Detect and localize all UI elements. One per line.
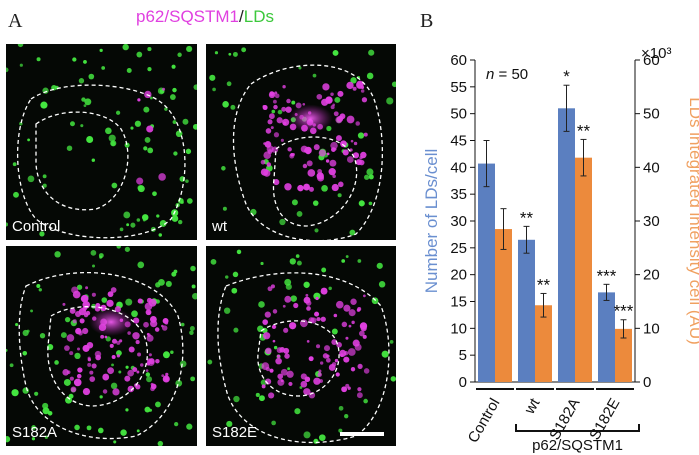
significance-stars: **	[577, 121, 591, 140]
bar-control-intensity	[495, 229, 512, 382]
micrograph-label: wt	[211, 218, 228, 235]
significance-stars: ***	[614, 302, 634, 321]
left-tick-label: 50	[450, 106, 467, 123]
right-tick-label: 40	[643, 159, 660, 176]
bar-wt-intensity	[535, 305, 552, 382]
nucleus-outline	[47, 306, 148, 407]
cell-outlines	[232, 64, 384, 242]
nucleus-outline	[35, 111, 129, 211]
fluorescent-puncta	[6, 44, 197, 237]
micrograph-grid: Control wt S182A S182E	[6, 44, 396, 446]
sample-size-annotation: n = 50	[486, 66, 528, 83]
micrograph-label: S182A	[12, 424, 57, 441]
left-tick-label: 25	[450, 240, 467, 257]
left-tick-label: 40	[450, 159, 467, 176]
cell-outlines	[17, 84, 186, 239]
group-bracket	[515, 424, 640, 432]
right-tick-label: 0	[643, 374, 651, 391]
bar-s182e-count	[598, 292, 615, 382]
micrograph-background	[206, 44, 396, 240]
left-tick-label: 30	[450, 213, 467, 230]
right-tick-label: 30	[643, 213, 660, 230]
micrograph-background	[6, 246, 197, 446]
left-axis-label: Number of LDs/cell	[422, 149, 441, 294]
panel-a-letter: A	[8, 10, 23, 32]
left-tick-label: 45	[450, 133, 467, 150]
significance-stars: **	[520, 208, 534, 227]
fluorescent-puncta	[6, 246, 197, 446]
right-tick-label: 20	[643, 267, 660, 284]
category-label-control: Control	[465, 396, 504, 446]
cell-outline	[232, 64, 384, 242]
left-tick-label: 10	[450, 320, 467, 337]
title-marker: p62/SQSTM1	[136, 7, 239, 26]
micrograph-label: Control	[12, 218, 60, 235]
micrograph-background	[206, 246, 396, 446]
cell-outline	[217, 272, 390, 444]
nucleus-outline	[272, 136, 358, 227]
cell-outlines	[217, 272, 390, 444]
category-label-s182e: S182E	[586, 396, 623, 444]
fluorescent-puncta	[207, 249, 396, 444]
cell-outline	[18, 271, 184, 440]
left-tick-label: 55	[450, 79, 467, 96]
micrograph-wt: wt	[206, 44, 396, 242]
cell-outline	[17, 84, 186, 239]
scale-bar	[340, 432, 384, 436]
left-tick-label: 0	[459, 374, 467, 391]
significance-stars: ***	[597, 266, 617, 285]
panel-a-title: p62/SQSTM1/LDs	[136, 7, 274, 26]
category-label-wt: wt	[521, 395, 544, 418]
title-separator: /	[239, 7, 244, 26]
micrograph-label: S182E	[212, 424, 257, 441]
left-tick-label: 5	[459, 347, 467, 364]
group-label: p62/SQSTM1	[532, 437, 623, 454]
bar-wt-count	[518, 239, 535, 382]
right-axis-multiplier: ×10³	[641, 45, 671, 62]
left-tick-label: 35	[450, 186, 467, 203]
micrograph-s182e: S182E	[206, 246, 396, 446]
cell-outlines	[18, 271, 184, 440]
micrograph-background	[6, 44, 197, 240]
left-tick-label: 15	[450, 294, 467, 311]
micrograph-control: Control	[6, 44, 197, 240]
bar-s182a-intensity	[575, 157, 592, 382]
bar-s182a-count	[558, 108, 575, 383]
micrograph-s182a: S182A	[6, 246, 197, 446]
nucleus-outline	[257, 320, 340, 397]
left-tick-label: 60	[450, 52, 467, 69]
right-tick-label: 50	[643, 106, 660, 123]
left-tick-label: 20	[450, 267, 467, 284]
right-axis-label: LDs integrated intensity cell (AU)	[686, 97, 699, 345]
fluorescent-puncta	[209, 47, 396, 236]
significance-stars: **	[537, 275, 551, 294]
title-lds: LDs	[244, 7, 274, 26]
bar-chart: 0510152025303540455055600102030405060×10…	[422, 45, 699, 454]
category-label-s182a: S182A	[546, 396, 583, 444]
bar-s182e-intensity	[615, 328, 632, 382]
bar-control-count	[478, 163, 495, 382]
significance-stars: *	[563, 67, 570, 86]
right-tick-label: 60	[643, 52, 660, 69]
right-tick-label: 10	[643, 320, 660, 337]
panel-b-letter: B	[420, 10, 433, 32]
